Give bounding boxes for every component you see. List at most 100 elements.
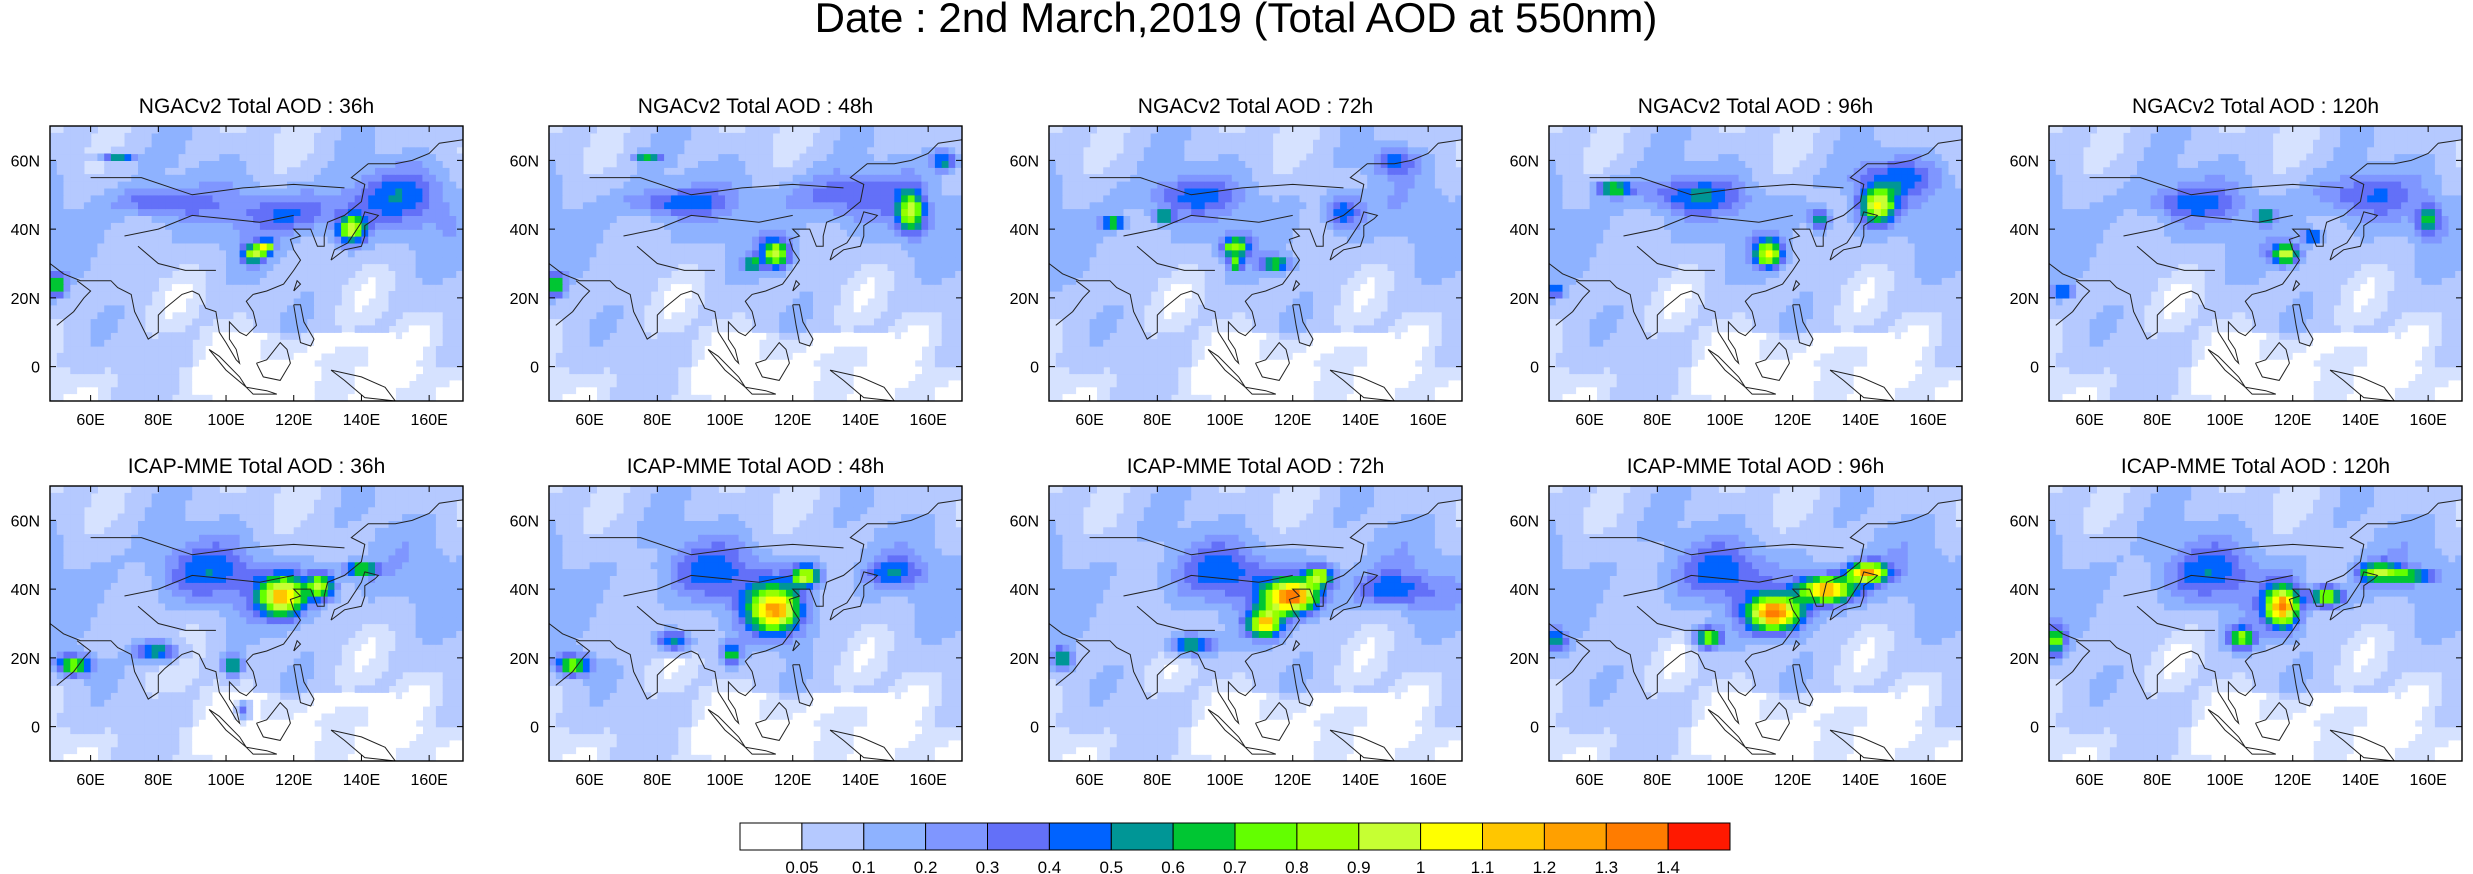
lat-tick-label: 20N bbox=[11, 651, 40, 668]
colorbar-label: 0.3 bbox=[976, 858, 1000, 874]
lon-tick-label: 80E bbox=[144, 772, 172, 789]
colorbar-label: 1 bbox=[1416, 858, 1425, 874]
lon-tick-label: 100E bbox=[2206, 772, 2243, 789]
lon-tick-label: 160E bbox=[909, 772, 946, 789]
lon-tick-label: 140E bbox=[1842, 772, 1879, 789]
lon-tick-label: 60E bbox=[575, 412, 603, 429]
aod-field bbox=[1049, 126, 1462, 401]
colorbar-box bbox=[801, 822, 865, 851]
lon-tick-label: 140E bbox=[1342, 412, 1379, 429]
lon-tick-label: 60E bbox=[1075, 412, 1103, 429]
aod-field bbox=[549, 486, 962, 761]
map-panels: NGACv2 Total AOD : 36h 60E 80E 100E 120E 140E… bbox=[11, 95, 2463, 789]
map-frame bbox=[1048, 485, 1463, 762]
colorbar-label: 0.7 bbox=[1223, 858, 1247, 874]
colorbar-box bbox=[1482, 822, 1545, 851]
lon-tick-label: 120E bbox=[1774, 412, 1811, 429]
lat-tick-label: 0 bbox=[1530, 360, 1539, 377]
panel-title: NGACv2 Total AOD : 72h bbox=[1138, 95, 1373, 118]
lon-tick-label: 80E bbox=[1643, 772, 1671, 789]
coastlines bbox=[50, 499, 463, 761]
colorbar-box bbox=[1667, 822, 1731, 851]
lon-tick-label: 140E bbox=[842, 772, 879, 789]
lat-tick-label: 0 bbox=[530, 720, 539, 737]
lon-tick-label: 120E bbox=[2274, 412, 2311, 429]
colorbar-box bbox=[925, 822, 988, 851]
lon-tick-label: 80E bbox=[643, 772, 671, 789]
map-panel: ICAP-MME Total AOD : 36h 60E 80E 100E 120E 14… bbox=[11, 455, 464, 789]
lat-tick-label: 60N bbox=[11, 513, 40, 530]
lat-tick-label: 40N bbox=[1010, 222, 1039, 239]
lat-tick-label: 0 bbox=[2030, 360, 2039, 377]
lat-tick-label: 60N bbox=[510, 153, 539, 170]
map-frame bbox=[1548, 125, 1963, 402]
lon-tick-label: 60E bbox=[575, 772, 603, 789]
map-panel: NGACv2 Total AOD : 72h 60E 80E 100E 120E 140E… bbox=[1010, 95, 1463, 429]
map-frame bbox=[49, 125, 464, 402]
lon-tick-label: 120E bbox=[1774, 772, 1811, 789]
colorbar-box bbox=[987, 822, 1050, 851]
map-frame bbox=[2048, 485, 2463, 762]
lat-tick-label: 60N bbox=[2010, 153, 2039, 170]
colorbar-label: 1.2 bbox=[1533, 858, 1557, 874]
lat-tick-label: 60N bbox=[2010, 513, 2039, 530]
aod-field bbox=[549, 126, 962, 401]
colorbar-label: 0.5 bbox=[1099, 858, 1123, 874]
panel-title: ICAP-MME Total AOD : 96h bbox=[1627, 455, 1885, 478]
colorbar-box bbox=[1543, 822, 1607, 851]
aod-field bbox=[50, 486, 463, 761]
lon-tick-label: 140E bbox=[2342, 772, 2379, 789]
lon-tick-label: 120E bbox=[275, 412, 312, 429]
lat-tick-label: 20N bbox=[1510, 651, 1539, 668]
panel-title: NGACv2 Total AOD : 120h bbox=[2132, 95, 2379, 118]
lat-tick-label: 40N bbox=[2010, 222, 2039, 239]
colorbar-box bbox=[863, 822, 927, 851]
colorbar-label: 0.4 bbox=[1038, 858, 1062, 874]
panel-title: NGACv2 Total AOD : 36h bbox=[139, 95, 374, 118]
lon-tick-label: 100E bbox=[2206, 412, 2243, 429]
lon-tick-label: 60E bbox=[1575, 412, 1603, 429]
colorbar-label: 1.4 bbox=[1656, 858, 1680, 874]
lat-tick-label: 40N bbox=[510, 222, 539, 239]
lon-tick-label: 100E bbox=[706, 412, 743, 429]
lon-tick-label: 60E bbox=[2075, 772, 2103, 789]
aod-field bbox=[1049, 486, 1462, 761]
lon-tick-label: 100E bbox=[1206, 772, 1243, 789]
aod-field bbox=[50, 126, 463, 401]
lon-tick-label: 140E bbox=[343, 772, 380, 789]
lon-tick-label: 140E bbox=[1342, 772, 1379, 789]
colorbar-box bbox=[1420, 822, 1483, 851]
colorbar-label: 0.9 bbox=[1347, 858, 1371, 874]
map-panel: ICAP-MME Total AOD : 120h 60E 80E 100E 120E 1… bbox=[2010, 455, 2463, 789]
lat-tick-label: 60N bbox=[11, 153, 40, 170]
lat-tick-label: 40N bbox=[1010, 582, 1039, 599]
lon-tick-label: 60E bbox=[76, 412, 104, 429]
lon-tick-label: 80E bbox=[1643, 412, 1671, 429]
aod-field bbox=[1549, 486, 1962, 761]
lon-tick-label: 100E bbox=[1706, 772, 1743, 789]
panel-title: NGACv2 Total AOD : 96h bbox=[1638, 95, 1873, 118]
coastlines bbox=[50, 139, 463, 401]
lat-tick-label: 20N bbox=[2010, 651, 2039, 668]
lon-tick-label: 160E bbox=[1909, 772, 1946, 789]
lat-tick-label: 0 bbox=[1030, 720, 1039, 737]
coastlines bbox=[1049, 499, 1462, 761]
lon-tick-label: 100E bbox=[207, 772, 244, 789]
lat-tick-label: 20N bbox=[510, 291, 539, 308]
lat-tick-label: 60N bbox=[1010, 513, 1039, 530]
lon-tick-label: 60E bbox=[1075, 772, 1103, 789]
map-panel: NGACv2 Total AOD : 96h 60E 80E 100E 120E 140E… bbox=[1510, 95, 1963, 429]
coastlines bbox=[1049, 139, 1462, 401]
lon-tick-label: 160E bbox=[410, 772, 447, 789]
map-frame bbox=[548, 125, 963, 402]
lat-tick-label: 20N bbox=[1010, 291, 1039, 308]
panel-title: ICAP-MME Total AOD : 120h bbox=[2121, 455, 2390, 478]
map-frame bbox=[49, 485, 464, 762]
lat-tick-label: 60N bbox=[1510, 513, 1539, 530]
lon-tick-label: 120E bbox=[275, 772, 312, 789]
lat-tick-label: 20N bbox=[11, 291, 40, 308]
colorbar-box bbox=[1605, 822, 1669, 851]
lon-tick-label: 100E bbox=[1706, 412, 1743, 429]
lon-tick-label: 100E bbox=[706, 772, 743, 789]
coastlines bbox=[1549, 139, 1962, 401]
